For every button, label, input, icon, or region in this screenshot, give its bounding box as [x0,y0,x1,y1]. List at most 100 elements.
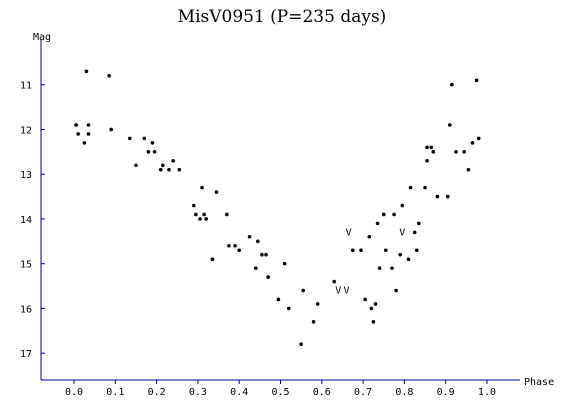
data-point [383,248,388,253]
x-tick-label: 0.7 [354,387,372,398]
data-point [210,257,215,262]
data-point [315,302,320,306]
data-point [454,150,458,154]
data-point [400,203,405,208]
data-point [204,217,208,221]
data-point [150,141,155,145]
x-tick-label: 0.3 [189,387,207,398]
data-point [394,288,398,293]
data-point [152,150,157,154]
y-tick-label: 12 [20,125,32,136]
y-tick-label: 11 [20,81,32,92]
x-tick-label: 0.6 [313,387,331,398]
x-tick-label: 0.0 [65,387,83,398]
upper-limit-mark: V [346,227,352,238]
data-point [406,257,411,262]
data-point [375,221,380,226]
data-point [146,150,151,154]
y-tick-label: 16 [20,304,32,315]
limit-marks: VV VV [335,227,405,296]
data-point [237,248,242,253]
data-point [177,167,182,172]
data-point [390,266,394,270]
data-point [127,136,132,141]
data-point [299,342,303,347]
data-point [450,82,454,87]
data-point [431,150,436,154]
data-point [381,212,386,217]
data-point [429,145,434,150]
data-point [227,243,231,248]
data-point [247,235,252,239]
data-points [74,69,481,347]
data-point [363,297,367,302]
data-point [134,163,138,168]
x-tick-label: 0.5 [271,387,289,398]
data-point [435,194,440,199]
data-point [371,320,376,324]
data-point [266,275,270,279]
data-point [369,306,374,311]
data-point [200,185,204,190]
data-point [158,167,163,172]
data-point [417,221,421,226]
data-point [332,279,336,284]
data-point [109,127,113,132]
y-tick-label: 15 [20,260,32,271]
data-point [470,141,475,145]
x-tick-label: 0.2 [148,387,166,398]
x-tick-label: 0.9 [437,387,455,398]
data-point [264,252,268,257]
chart-title: MisV0951 (P=235 days) [178,7,387,27]
data-point [253,266,258,270]
data-point [282,261,287,266]
x-ticks: 0.0 0.1 0.2 0.3 0.4 0.5 0.6 0.7 0.8 0.9 1.0 [65,380,496,398]
y-tick-label: 17 [20,349,32,360]
data-point [425,145,429,150]
data-point [377,266,382,270]
x-tick-label: 0.8 [395,387,413,398]
data-point [350,248,355,253]
data-point [260,252,264,257]
axes [40,40,520,381]
data-point [74,123,78,127]
data-point [233,243,237,248]
data-point [408,185,413,190]
x-axis-label: Phase [524,377,554,388]
data-point [171,158,175,163]
data-point [367,235,372,239]
data-point [167,167,171,172]
data-point [392,212,396,217]
upper-limit-mark: V [399,227,405,238]
data-point [466,167,471,172]
data-point [414,248,419,253]
data-point [82,141,87,145]
upper-limit-mark: V [335,286,341,297]
data-point [448,123,452,127]
data-point [202,212,206,217]
data-point [225,212,229,217]
data-point [161,163,165,168]
data-point [423,185,427,190]
data-point [107,73,111,78]
data-point [373,302,378,306]
x-tick-label: 1.0 [478,387,496,398]
data-point [255,239,260,244]
data-point [398,252,403,257]
data-point [194,212,198,217]
data-point [286,306,291,311]
upper-limit-mark: V [344,286,350,297]
data-point [412,230,417,235]
data-point [84,69,89,74]
data-point [191,203,196,208]
data-point [462,150,467,154]
data-point [476,136,481,141]
x-tick-label: 0.4 [230,387,248,398]
x-tick-label: 0.1 [106,387,124,398]
data-point [359,248,363,253]
data-point [214,190,219,194]
data-point [445,194,450,199]
y-axis-label: Mag [33,32,51,43]
y-tick-label: 13 [20,170,32,181]
y-ticks: 11 12 13 14 15 16 17 [20,81,45,360]
